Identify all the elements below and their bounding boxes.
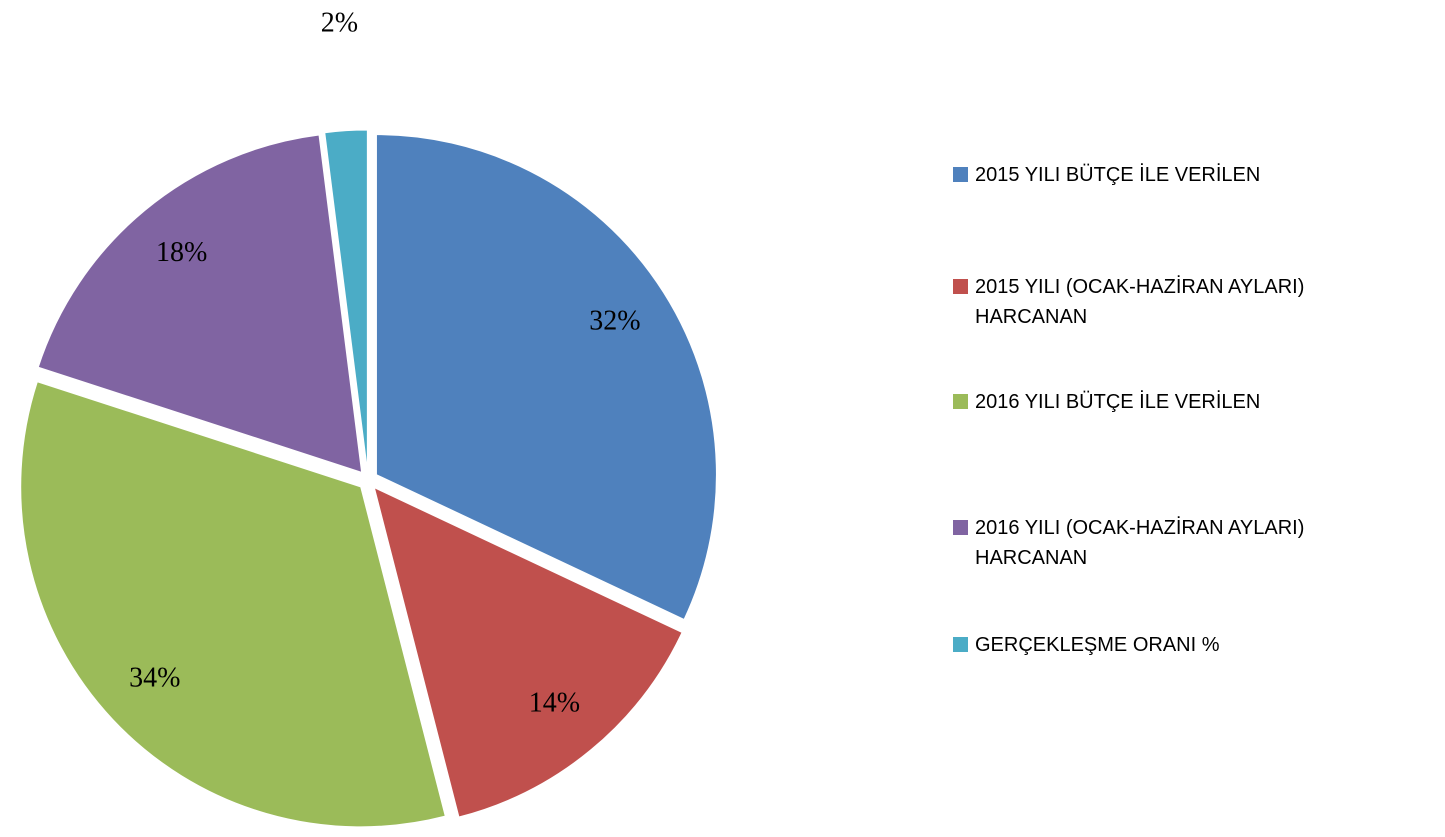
legend-item: GERÇEKLEŞME ORANI % xyxy=(953,630,1390,660)
legend-label: 2015 YILI (OCAK-HAZİRAN AYLARI) HARCANAN xyxy=(975,276,1305,328)
legend-item: 2016 YILI (OCAK-HAZİRAN AYLARI) HARCANAN xyxy=(953,513,1390,573)
legend-swatch xyxy=(953,520,968,535)
data-label: 2% xyxy=(321,8,358,39)
pie-slice xyxy=(37,134,363,474)
data-label: 34% xyxy=(129,663,180,694)
legend-item: 2015 YILI (OCAK-HAZİRAN AYLARI) HARCANAN xyxy=(953,272,1390,332)
pie-slice xyxy=(324,129,368,471)
pie-slice xyxy=(20,381,446,828)
data-label: 14% xyxy=(529,688,580,719)
legend-item: 2015 YILI BÜTÇE İLE VERİLEN xyxy=(953,160,1390,190)
pie-slice xyxy=(373,486,683,818)
legend-label: 2016 YILI BÜTÇE İLE VERİLEN xyxy=(975,391,1261,413)
legend-label: 2016 YILI (OCAK-HAZİRAN AYLARI) HARCANAN xyxy=(975,517,1305,569)
data-label: 18% xyxy=(156,237,207,268)
legend-swatch xyxy=(953,394,968,409)
legend-label: 2015 YILI BÜTÇE İLE VERİLEN xyxy=(975,164,1261,186)
legend-swatch xyxy=(953,279,968,294)
pie-slice xyxy=(375,134,717,621)
legend-swatch xyxy=(953,637,968,652)
legend-swatch xyxy=(953,167,968,182)
legend-label: GERÇEKLEŞME ORANI % xyxy=(975,634,1220,656)
data-label: 32% xyxy=(589,306,640,337)
legend-item: 2016 YILI BÜTÇE İLE VERİLEN xyxy=(953,387,1390,417)
